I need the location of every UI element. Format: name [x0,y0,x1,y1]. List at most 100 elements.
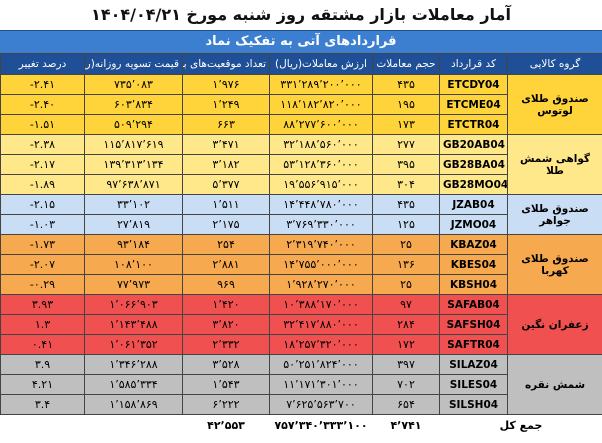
cell: ۳۳۱٬۲۸۹٬۲۰۰٬۰۰۰ [269,74,373,95]
cell: ۳٬۱۸۲ [182,154,270,175]
contract-code: ETCTR04 [439,114,508,135]
cell: ۲۷۷ [372,134,440,155]
percent-change: -۱.۵۱ [29,118,56,131]
cell: -۲.۱۷ [0,154,85,175]
cell: -۲.۳۸ [0,134,85,155]
cell: ۳.۴ [0,394,85,415]
cell: -۲.۴۰ [0,94,85,115]
cell: ۹۶۹ [182,274,270,295]
contract-code: SAFTR04 [439,334,508,355]
cell: ۵۳٬۱۲۸٬۳۶۰٬۰۰۰ [269,154,373,175]
cell: ۳٬۴۷۱ [182,134,270,155]
table: گروه کالایی کد قرارداد حجم معاملات ارزش معا… [0,53,602,436]
contract-code: ETCDY04 [439,74,508,95]
cell: ۲۵ [372,234,440,255]
cell: -۲.۱۵ [0,194,85,215]
cell: -۱.۰۳ [0,214,85,235]
cell: ۱۱٬۱۷۱٬۳۰۱٬۰۰۰ [269,374,373,395]
percent-change: ۳.۹ [34,358,51,371]
percent-change: -۱.۷۳ [29,238,56,251]
cell: ۱٬۴۲۰ [182,294,270,315]
cell: ۶۵۴ [372,394,440,415]
cell: ۳.۹ [0,354,85,375]
contract-code: SILSH04 [439,394,508,415]
cell: ۶۰۳٬۸۳۴ [84,94,183,115]
cell: ۳٬۵۲۸ [182,354,270,375]
cell: ۱۷۲ [372,334,440,355]
cell: ۲۸۴ [372,314,440,335]
percent-change: ۳.۴ [34,398,51,411]
cell: ۱۰٬۳۸۸٬۱۷۰٬۰۰۰ [269,294,373,315]
contract-code: SAFAB04 [439,294,508,315]
group-name: زعفران نگین [507,294,602,355]
contract-code: GB28MO04 [439,174,508,195]
cell: ۷۷٬۹۷۳ [84,274,183,295]
cell: ۱٬۳۴۶٬۲۸۸ [84,354,183,375]
contract-code: GB20AB04 [439,134,508,155]
total-open-positions: ۴۲٬۵۵۳ [182,414,270,436]
cell: ۱٬۹۲۸٬۲۷۰٬۰۰۰ [269,274,373,295]
cell: ۴۳۵ [372,74,440,95]
row: شمش نقره SILAZ04 ۳۹۷ ۵۰٬۲۵۱٬۸۲۴٬۰۰۰ ۳٬۵۲۸ ۱٬۳… [0,354,602,415]
row: GB28BA04 ۳۹۵ ۵۳٬۱۲۸٬۳۶۰٬۰۰۰ ۳٬۱۸۲ ۱۳۹٬۳۱۳٬۱۳… [0,154,602,175]
cell: ۱۲۵ [372,214,440,235]
cell: ۵۰٬۲۵۱٬۸۲۴٬۰۰۰ [269,354,373,375]
column-header: گروه کالایی [507,53,602,75]
percent-change: -۲.۱۵ [29,198,56,211]
percent-change: -۰.۲۹ [29,278,56,291]
row: JZMO04 ۱۲۵ ۳٬۷۶۹٬۳۳۰٬۰۰۰ ۲٬۱۷۵ ۲۷٬۸۱۹ -۱.۰۳ [0,214,602,235]
subtitle: قراردادهای آتی به تفکیک نماد [0,30,602,53]
cell: ۳.۹۳ [0,294,85,315]
cell [0,414,183,436]
cell: ۳٬۸۲۰ [182,314,270,335]
cell: ۴.۲۱ [0,374,85,395]
percent-change: ۰.۴۱ [31,338,54,351]
percent-change: -۲.۴۱ [29,78,56,91]
row: KBSH04 ۲۵ ۱٬۹۲۸٬۲۷۰٬۰۰۰ ۹۶۹ ۷۷٬۹۷۳ -۰.۲۹ [0,274,602,295]
cell: ۳٬۷۶۹٬۳۳۰٬۰۰۰ [269,214,373,235]
contract-code: SAFSH04 [439,314,508,335]
percent-change: ۱.۳ [34,318,51,331]
cell: ۳۹۵ [372,154,440,175]
row: GB28MO04 ۳۰۴ ۱۹٬۵۵۶٬۹۱۵٬۰۰۰ ۵٬۳۷۷ ۹۷٬۶۳۸٬۸۷۱… [0,174,602,195]
cell: ۷٬۶۲۵٬۵۶۳٬۷۰۰ [269,394,373,415]
cell: -۱.۷۳ [0,234,85,255]
row: ETCTR04 ۱۷۳ ۸۸٬۲۷۷٬۶۰۰٬۰۰۰ ۶۶۳ ۵۰۹٬۲۹۴ -۱.۵۱ [0,114,602,135]
row: KBES04 ۱۳۶ ۱۴٬۷۵۵٬۰۰۰٬۰۰۰ ۲٬۸۸۱ ۱۰۸٬۱۰۰ -۲.۰۷ [0,254,602,275]
cell: -۲.۰۷ [0,254,85,275]
cell: ۶٬۲۲۲ [182,394,270,415]
cell: ۱۷۳ [372,114,440,135]
cell: ۴۳۵ [372,194,440,215]
cell: ۱٬۱۴۳٬۴۸۸ [84,314,183,335]
percent-change: ۳.۹۳ [31,298,54,311]
column-header: حجم معاملات [372,53,440,75]
cell: ۱٬۹۷۶ [182,74,270,95]
cell: ۱۴٬۷۵۵٬۰۰۰٬۰۰۰ [269,254,373,275]
cell: ۱۹٬۵۵۶٬۹۱۵٬۰۰۰ [269,174,373,195]
row: گواهی شمش طلا GB20AB04 ۲۷۷ ۳۲٬۱۸۸٬۵۶۰٬۰۰۰ ۳٬… [0,134,602,195]
cell: ۲٬۱۷۵ [182,214,270,235]
percent-change: -۲.۳۸ [29,138,56,151]
row: زعفران نگین SAFAB04 ۹۷ ۱۰٬۳۸۸٬۱۷۰٬۰۰۰ ۱٬۴۲۰ ۱… [0,294,602,355]
percent-change: ۴.۲۱ [31,378,54,391]
cell: ۱٬۵۱۱ [182,194,270,215]
cell: -۱.۵۱ [0,114,85,135]
cell: -۰.۲۹ [0,274,85,295]
column-header: کد قرارداد [439,53,508,75]
total-label: جمع کل [439,414,602,436]
contract-code: ETCME04 [439,94,508,115]
cell: ۱۹۵ [372,94,440,115]
cell: ۲٬۳۳۲ [182,334,270,355]
row: صندوق طلای لوتوس ETCDY04 ۴۳۵ ۳۳۱٬۲۸۹٬۲۰۰٬۰۰… [0,74,602,135]
cell: ۷۳۵٬۰۸۳ [84,74,183,95]
cell: ۷۰۲ [372,374,440,395]
contract-code: SILES04 [439,374,508,395]
cell: ۱۸٬۲۵۷٬۳۲۰٬۰۰۰ [269,334,373,355]
cell: ۱.۳ [0,314,85,335]
total-row: جمع کل ۴٬۷۴۱ ۷۵۷٬۳۴۰٬۳۳۳٬۱۰۰ ۴۲٬۵۵۳ [0,414,602,436]
cell: ۲٬۳۱۹٬۷۴۰٬۰۰۰ [269,234,373,255]
cell: ۲۵۴ [182,234,270,255]
cell: -۲.۴۱ [0,74,85,95]
cell: ۲۷٬۸۱۹ [84,214,183,235]
